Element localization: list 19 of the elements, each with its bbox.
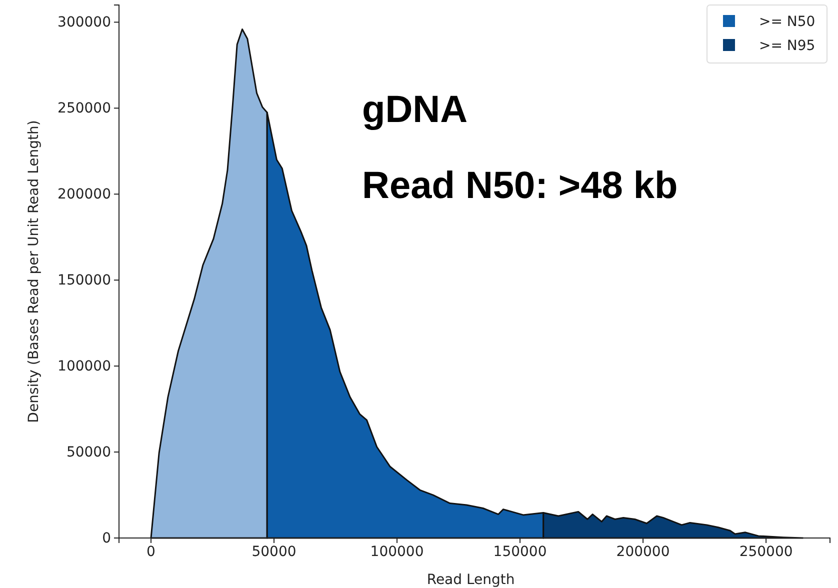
annotation: gDNA [362,89,468,131]
x-tick-label: 200000 [616,544,670,560]
x-tick-label: 250000 [739,544,793,560]
x-tick-label: 0 [146,544,156,560]
x-tick-label: 100000 [370,544,424,560]
x-tick-label: 150000 [493,544,547,560]
legend-label: >= N95 [759,38,816,54]
legend-label: >= N50 [759,14,816,30]
y-tick-label: 300000 [58,14,111,31]
y-tick-label: 150000 [58,272,111,289]
y-tick-label: 100000 [58,358,111,375]
y-tick-label: 50000 [66,444,111,461]
y-tick-label: 0 [102,530,111,546]
x-tick-label: 50000 [252,544,296,560]
x-axis-title: Read Length [426,572,515,588]
y-tick-label: 200000 [58,186,111,203]
y-tick-label: 250000 [58,100,111,117]
y-axis-title: Density (Bases Read per Unit Read Length) [26,120,42,423]
annotation: Read N50: >48 kb [362,165,678,207]
